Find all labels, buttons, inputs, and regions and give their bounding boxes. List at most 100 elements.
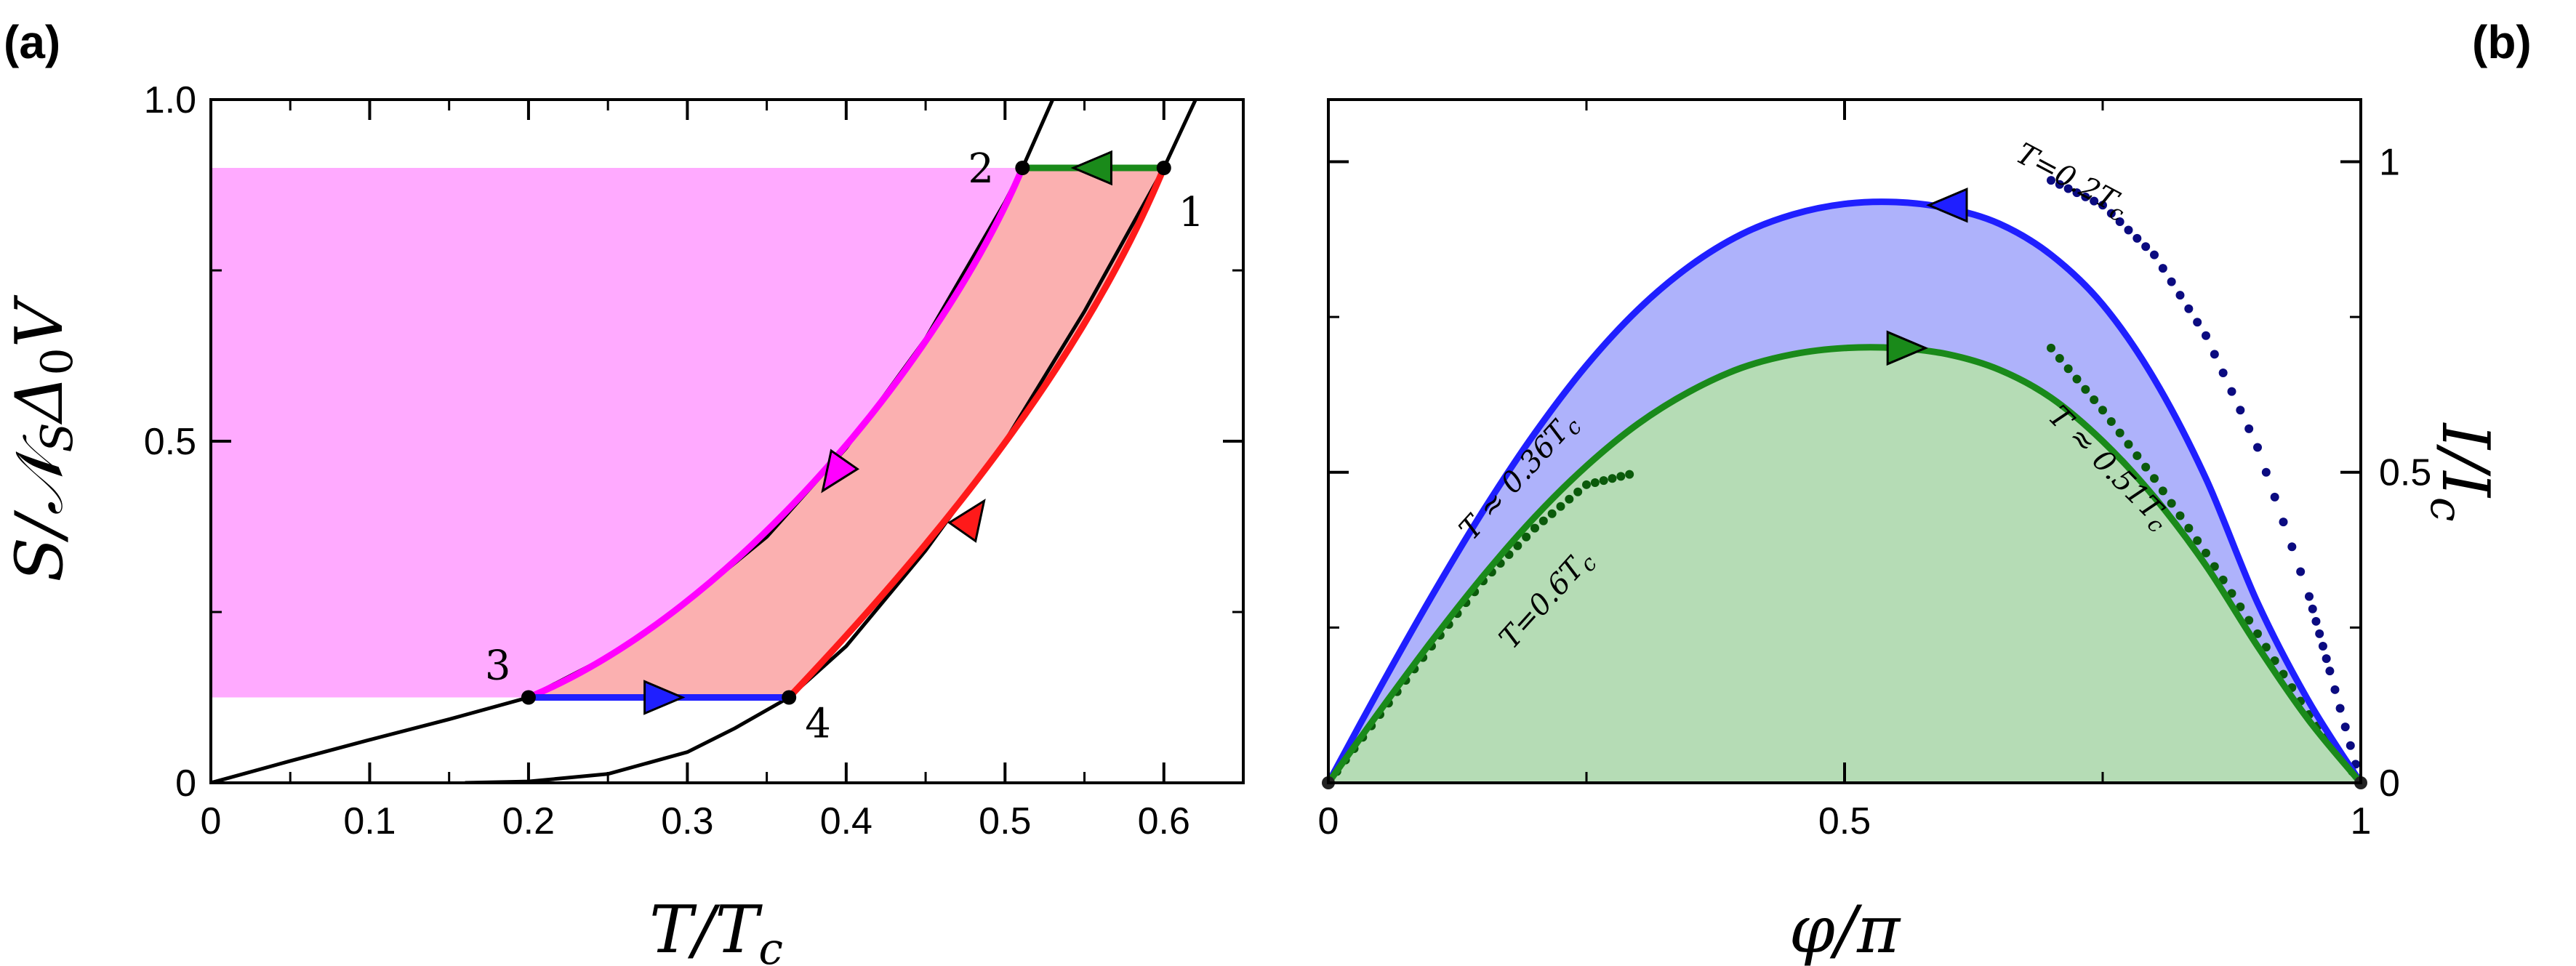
dot-blue: [2055, 180, 2064, 189]
dot-blue: [2106, 209, 2116, 218]
dot-green: [1530, 523, 1539, 533]
blue-curve: [1325, 198, 2364, 785]
panel-a-fills: [211, 168, 1164, 698]
curve-label-0.2: T=0.2Tc: [2008, 137, 2133, 228]
panel-b: 0 0.5 100.51 (b) φ/π I/Ic T=0.2Tc T ≈ 0.36…: [1318, 16, 2532, 966]
dot-blue: [2318, 642, 2327, 651]
b-ytick-label: 0.5: [2379, 452, 2431, 494]
dot-green: [2072, 374, 2082, 384]
segment-2-3: [527, 166, 1026, 701]
dot-green: [1547, 509, 1557, 518]
dot-blue: [2158, 264, 2167, 273]
dot-blue: [2047, 176, 2055, 185]
dot-blue: [2244, 424, 2254, 433]
dot-green: [1608, 474, 1617, 483]
b-ytick-label: 0: [2379, 762, 2400, 805]
dot-blue: [2141, 242, 2151, 251]
dot-green: [2236, 602, 2245, 611]
dot-green: [2047, 343, 2055, 353]
black-curve-2: [465, 100, 1197, 783]
dot-blue: [2090, 196, 2099, 206]
dot-green: [2098, 406, 2107, 415]
red-region: [528, 168, 1164, 698]
dot-green: [2141, 462, 2151, 472]
dot-blue: [2270, 492, 2279, 502]
panel-b-ylabel: I/Ic: [2420, 422, 2503, 521]
dot-green: [1616, 472, 1626, 481]
panel-a-frame: [209, 98, 1245, 784]
dot-blue: [2124, 225, 2133, 235]
dot-green: [2063, 364, 2073, 374]
dot-green: [1582, 480, 1591, 489]
dot-green: [1590, 478, 1600, 487]
dot-green: [2055, 354, 2064, 363]
dot-green: [2081, 385, 2090, 394]
a-xtick-label: 0.3: [661, 800, 713, 842]
cycle-point-label-4: 4: [805, 701, 831, 748]
panel-a: 0 0.1 0.2 0.3 0.4 0.5 0.6 0 0.5 1.0 1 2 3 4 (a) S/𝒩S…: [1, 16, 1245, 966]
a-xtick-label: 0.6: [1138, 800, 1190, 842]
dot-green: [2210, 562, 2219, 571]
dot-blue: [2063, 184, 2073, 193]
a-xtick-label: 0.5: [979, 800, 1031, 842]
panel-b-frame: [1327, 98, 2362, 784]
dot-green: [1565, 494, 1574, 504]
dot-blue: [2330, 685, 2340, 694]
dot-blue: [2261, 467, 2271, 477]
dot-green: [1573, 487, 1583, 496]
a-xtick-label: 0: [201, 800, 222, 842]
a-ytick-label: 1.0: [144, 79, 196, 121]
dot-blue: [2098, 201, 2107, 210]
dot-green: [2115, 428, 2124, 438]
dot-blue: [2115, 217, 2124, 227]
green-region: [1328, 347, 2361, 783]
cycle-point-1: [1156, 161, 1171, 175]
panel-a-label: (a): [4, 16, 60, 68]
dot-green: [2218, 575, 2228, 584]
dot-green: [2184, 523, 2194, 533]
panel-b-xlabel: φ/π: [1789, 892, 1901, 966]
dot-blue: [2167, 277, 2176, 286]
b-xtick-label: 0: [1318, 800, 1339, 842]
dot-blue: [2227, 387, 2236, 396]
dot-blue: [2175, 291, 2185, 300]
dot-green: [1556, 502, 1565, 511]
dot-green: [1513, 541, 1522, 550]
cycle-point-4: [782, 690, 797, 705]
arrow-blue-b: [1926, 188, 1968, 223]
green-curve: [1325, 344, 2364, 785]
dot-green: [2124, 440, 2133, 449]
dot-blue: [2236, 406, 2245, 415]
dot-blue: [2081, 192, 2090, 201]
b-xtick-label: 0.5: [1818, 800, 1871, 842]
panel-b-label: (b): [2472, 16, 2532, 68]
a-ytick-label: 0: [175, 762, 196, 805]
dot-blue: [2218, 369, 2228, 377]
panel-a-cycle-points: 1 2 3 4: [485, 145, 1204, 748]
dot-green: [1522, 532, 1531, 542]
a-ytick-label: 0.5: [144, 421, 196, 463]
dot-green: [2106, 416, 2116, 426]
dot-green: [2193, 536, 2202, 545]
dot-blue: [2311, 616, 2321, 626]
cycle-point-label-1: 1: [1179, 189, 1205, 236]
dot-green: [2244, 616, 2254, 625]
magenta-region: [211, 168, 1023, 698]
dot-blue: [2315, 629, 2324, 638]
segment-4-1: [786, 166, 1167, 700]
dot-green: [2167, 499, 2176, 508]
dot-green: [2227, 589, 2236, 598]
dot-blue: [2346, 741, 2355, 750]
dot-blue: [2132, 233, 2142, 243]
dot-blue: [2184, 304, 2194, 313]
dot-blue: [2335, 704, 2345, 713]
dot-blue: [2150, 250, 2159, 259]
arrow-red: [947, 498, 986, 543]
dot-blue: [2072, 188, 2082, 198]
dot-blue: [2202, 331, 2210, 340]
arrow-blue: [643, 680, 686, 715]
dot-green: [2253, 629, 2262, 638]
a-xtick-label: 0.4: [820, 800, 872, 842]
panel-a-xlabel: T/Tc: [649, 892, 783, 966]
